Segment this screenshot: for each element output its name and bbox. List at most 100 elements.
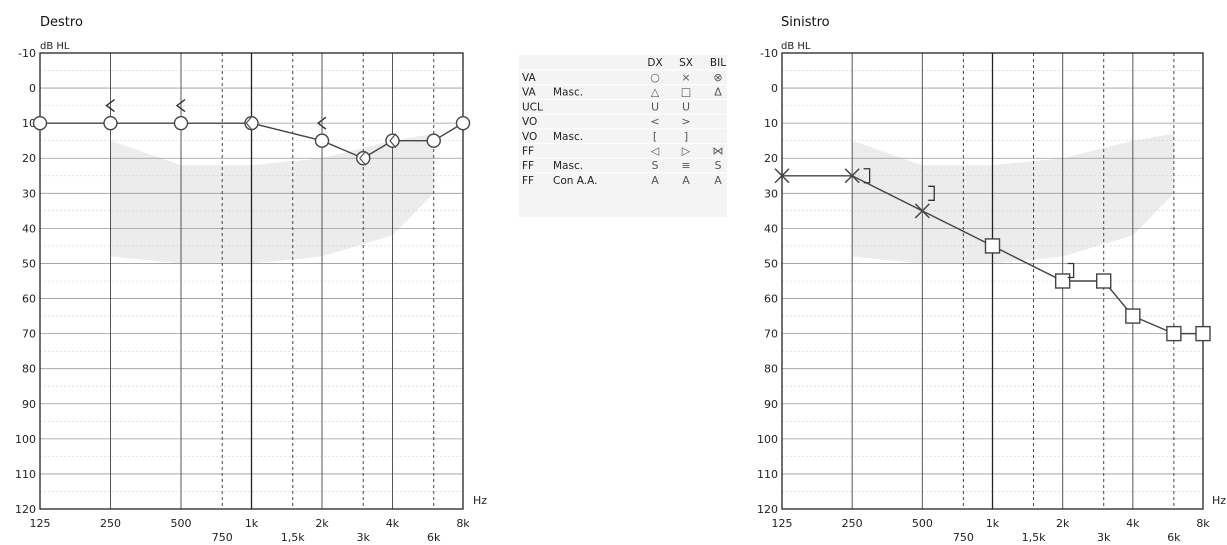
- bone-conduction-marker: [175, 99, 186, 113]
- x-tick-label-mid: 3k: [1097, 531, 1111, 544]
- data-point-circle: [455, 115, 471, 131]
- masked-bone-marker: [928, 185, 935, 201]
- legend-code: FF: [522, 146, 534, 158]
- x-tick-label: 250: [842, 517, 863, 530]
- x-tick-label-mid: 750: [212, 531, 233, 544]
- y-tick-label: 50: [22, 257, 36, 270]
- y-tick-labels: -10 0 10 20 30 40 50 60 70 80 90 100 110 120: [757, 47, 778, 516]
- y-tick-label: 80: [764, 363, 778, 376]
- y-tick-label: 0: [771, 82, 778, 95]
- y-axis-unit-label: dB HL: [781, 41, 811, 52]
- legend-symbol-dx: [: [653, 130, 657, 143]
- legend-symbol-dx: ○: [650, 71, 660, 84]
- data-point-square: [1166, 325, 1182, 342]
- y-tick-label: 30: [22, 187, 36, 200]
- cross-stroke: [914, 203, 930, 219]
- y-tick-label: 90: [22, 398, 36, 411]
- legend-symbol-dx: △: [651, 86, 660, 99]
- legend-symbol-sx: ]: [684, 130, 688, 143]
- extra-markers: [105, 99, 397, 166]
- y-tick-label: -10: [760, 47, 778, 60]
- chart-title: Destro: [40, 15, 83, 30]
- bone-conduction-marker: [316, 116, 327, 130]
- legend-symbol-sx: ×: [681, 71, 690, 84]
- data-point-circle: [385, 133, 400, 148]
- y-tick-label: 110: [757, 468, 778, 481]
- threshold-series: [32, 115, 471, 166]
- y-tick-label: 70: [764, 328, 778, 341]
- legend-symbol-sx: U: [682, 100, 690, 113]
- data-point-circle: [173, 115, 189, 131]
- legend-code: VA: [522, 87, 537, 99]
- speech-banana-area: [852, 133, 1174, 264]
- legend-code: VA: [522, 72, 537, 84]
- y-tick-label: 60: [22, 293, 36, 306]
- legend-symbol-sx: ≡: [681, 159, 690, 172]
- masked-bone-marker: [1067, 262, 1075, 279]
- data-point-cross: [844, 168, 860, 184]
- legend-header: DX: [647, 57, 662, 69]
- legend-symbol-bil: A: [714, 174, 722, 187]
- y-tick-label: 110: [15, 468, 36, 481]
- cross-stroke: [774, 168, 790, 184]
- legend-background: [519, 55, 727, 217]
- x-tick-label: 8k: [1196, 517, 1210, 530]
- legend-symbol-dx: ◁: [651, 145, 660, 158]
- legend-code: VO: [522, 116, 537, 128]
- legend-symbol-sx: ▷: [682, 145, 691, 158]
- speech-banana: [110, 133, 434, 264]
- x-tick-label-mid: 6k: [1167, 531, 1181, 544]
- plot-frame: [39, 52, 464, 510]
- y-tick-label: 120: [757, 503, 778, 516]
- legend-code: FF: [522, 175, 534, 187]
- legend-symbol-bil: S: [715, 159, 722, 172]
- x-tick-label: 125: [772, 517, 793, 530]
- legend-symbol-sx: □: [681, 86, 691, 99]
- y-tick-label: 0: [29, 82, 36, 95]
- x-tick-label: 500: [171, 517, 192, 530]
- x-tick-label: 125: [30, 517, 51, 530]
- x-tick-label: 2k: [1056, 517, 1070, 530]
- data-point-square: [1054, 273, 1071, 289]
- y-tick-label: 80: [22, 363, 36, 376]
- legend-symbol-sx: A: [682, 174, 690, 187]
- x-tick-label-mid: 1,5k: [1022, 531, 1046, 544]
- x-tick-label: 4k: [386, 517, 400, 530]
- speech-banana: [852, 133, 1174, 264]
- data-point-square: [1096, 273, 1112, 289]
- legend-symbol-dx: S: [652, 159, 659, 172]
- symbol-legend-table: DX SX BIL VA ○ × ⊗ VA Masc. △ □ Δ UCL U U VO < > VO Masc. []…: [519, 55, 727, 217]
- y-tick-label: 70: [22, 328, 36, 341]
- y-tick-label: 60: [764, 293, 778, 306]
- data-point-cross: [774, 168, 790, 184]
- legend-symbol-dx: A: [651, 174, 659, 187]
- x-tick-label: 4k: [1126, 517, 1140, 530]
- sound-field-marker: [359, 150, 367, 166]
- y-axis-unit-label: dB HL: [40, 41, 70, 52]
- legend-mode: Masc.: [553, 87, 583, 99]
- y-tick-label: 40: [764, 222, 778, 235]
- x-tick-label-mid: 3k: [357, 531, 371, 544]
- legend-symbol-bil: ⋈: [713, 145, 724, 158]
- plot-frame: [781, 52, 1204, 510]
- legend-symbol-dx: <: [650, 115, 659, 128]
- x-tick-label: 2k: [315, 517, 329, 530]
- plot-border: [781, 52, 1204, 510]
- y-tick-label: 10: [22, 117, 36, 130]
- data-point-square: [1195, 325, 1211, 342]
- x-tick-label: 250: [100, 517, 121, 530]
- y-tick-label: 40: [22, 222, 36, 235]
- grid-lines: [781, 52, 1204, 510]
- legend-symbol-bil: Δ: [714, 86, 722, 99]
- data-point-circle: [356, 151, 371, 166]
- threshold-series: [774, 168, 1211, 342]
- data-point-circle: [103, 115, 118, 131]
- x-tick-label: 8k: [456, 517, 470, 530]
- y-tick-label: -10: [18, 47, 36, 60]
- legend-code: VO: [522, 131, 537, 143]
- data-point-circle: [426, 133, 441, 148]
- x-tick-labels: 125 250 500 1k 2k 4k 8k 750 1,5k 3k 6k: [30, 517, 471, 544]
- y-tick-label: 10: [764, 117, 778, 130]
- bone-conduction-marker: [105, 99, 115, 113]
